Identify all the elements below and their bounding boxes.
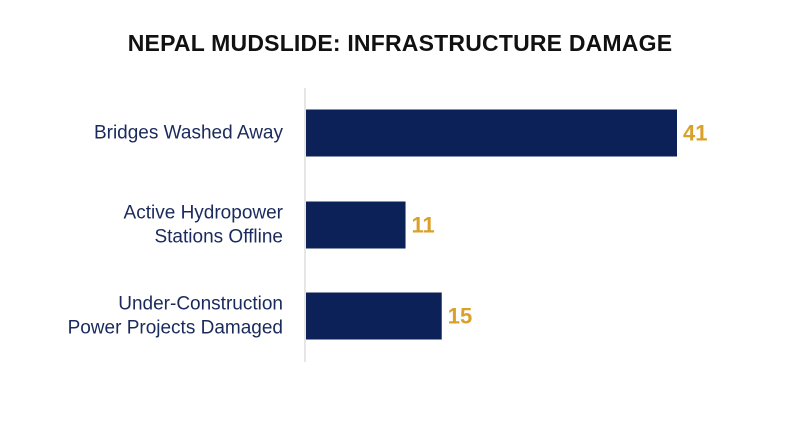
bar-value-label: 11 — [412, 213, 435, 238]
chart-title: NEPAL MUDSLIDE: INFRASTRUCTURE DAMAGE — [127, 30, 673, 56]
category-label-line: Bridges Washed Away — [94, 123, 284, 144]
category-label: Under-Construction Power Projects Damaged — [68, 294, 283, 339]
bar-value-label: 41 — [683, 121, 707, 146]
category-label-line: Under-Construction — [118, 294, 283, 315]
category-label: Active Hydropower Stations Offline — [124, 203, 284, 248]
bar — [306, 201, 406, 249]
bar — [306, 109, 677, 157]
bar — [306, 292, 442, 340]
category-label-line: Active Hydropower — [124, 203, 284, 224]
bar-value-label: 15 — [448, 304, 472, 329]
category-label-line: Power Projects Damaged — [68, 318, 283, 339]
category-label-line: Stations Offline — [154, 227, 283, 248]
category-label: Bridges Washed Away — [94, 123, 284, 144]
